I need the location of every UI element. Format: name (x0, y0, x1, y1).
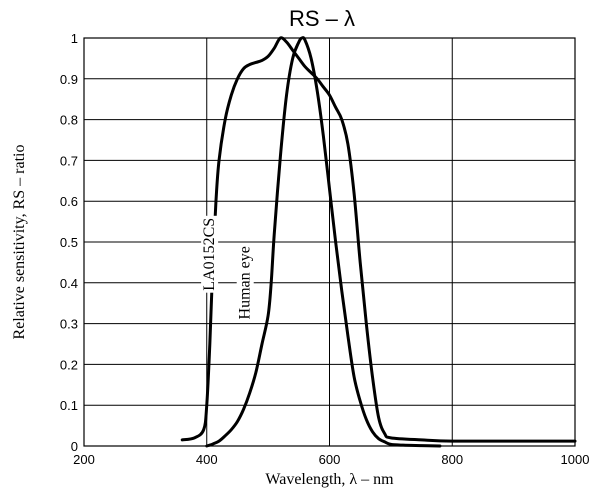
series-label-background (236, 244, 254, 322)
series-layer: LA0152CS Human eye (180, 36, 577, 448)
y-tick-label: 0.3 (60, 317, 78, 332)
x-tick-labels: 200 400 600 800 1000 (73, 452, 589, 467)
series-label-group: Human eye (236, 244, 254, 322)
plot-frame (83, 37, 576, 447)
series-label-group: LA0152CS (201, 215, 219, 293)
y-axis-label: Relative sensitivity, RS – ratio (11, 145, 28, 340)
grid (84, 38, 575, 446)
y-tick-label: 0.5 (60, 235, 78, 250)
chart-title: RS – λ (289, 6, 355, 31)
x-tick-label: 600 (319, 452, 341, 467)
y-tick-label: 0.4 (60, 276, 78, 291)
y-tick-labels: 0 0.1 0.2 0.3 0.4 0.5 0.6 0.7 0.8 0.9 1 (60, 31, 78, 454)
y-tick-label: 1 (71, 31, 78, 46)
y-tick-label: 0.7 (60, 153, 78, 168)
x-tick-label: 1000 (561, 452, 590, 467)
y-tick-label: 0.2 (60, 357, 78, 372)
series-label: LA0152CS (201, 218, 218, 291)
x-tick-label: 800 (441, 452, 463, 467)
y-tick-label: 0.6 (60, 194, 78, 209)
series-label: Human eye (237, 246, 254, 319)
x-tick-label: 400 (196, 452, 218, 467)
y-tick-label: 0.8 (60, 113, 78, 128)
y-tick-label: 0 (71, 439, 78, 454)
series-line-1 (180, 36, 577, 443)
x-tick-label: 200 (73, 452, 95, 467)
y-tick-label: 0.9 (60, 72, 78, 87)
series-line-2 (205, 36, 442, 448)
x-axis-label: Wavelength, λ – nm (265, 471, 394, 488)
y-tick-label: 0.1 (60, 398, 78, 413)
series-label-background (201, 215, 219, 293)
